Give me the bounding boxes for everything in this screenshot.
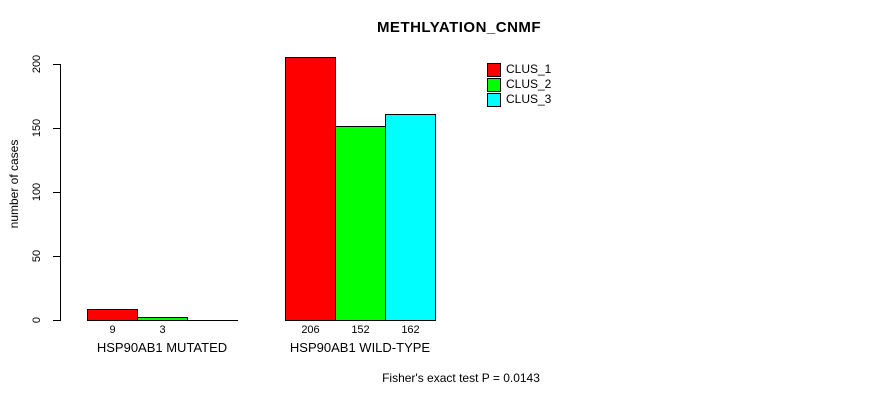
x-category-label: HSP90AB1 MUTATED bbox=[96, 340, 228, 355]
bar-value-label: 206 bbox=[301, 324, 320, 336]
y-tick-label: 0 bbox=[31, 316, 43, 324]
bar-clus_1 bbox=[285, 57, 336, 321]
footnote: Fisher's exact test P = 0.0143 bbox=[382, 371, 540, 385]
legend-row: CLUS_1 bbox=[487, 62, 551, 77]
bar-clus_2 bbox=[335, 126, 386, 321]
y-tick-label: 50 bbox=[31, 249, 43, 263]
y-tick-label: 200 bbox=[31, 54, 43, 74]
y-tick bbox=[53, 128, 61, 129]
bar-value-label: 3 bbox=[159, 324, 166, 336]
y-tick bbox=[53, 192, 61, 193]
bar-clus_2 bbox=[137, 317, 188, 321]
legend: CLUS_1 CLUS_2 CLUS_3 bbox=[487, 62, 551, 107]
legend-swatch-clus_1 bbox=[487, 62, 501, 77]
bar-value-label: 162 bbox=[401, 324, 420, 336]
bar-clus_3 bbox=[385, 114, 436, 321]
bar-clus_1 bbox=[87, 309, 138, 321]
y-tick bbox=[53, 64, 61, 65]
y-tick bbox=[53, 320, 61, 321]
legend-label: CLUS_2 bbox=[506, 77, 552, 91]
legend-swatch-clus_3 bbox=[487, 92, 501, 107]
y-tick-label: 100 bbox=[31, 182, 43, 202]
legend-label: CLUS_1 bbox=[506, 62, 552, 76]
legend-row: CLUS_2 bbox=[487, 77, 551, 92]
legend-swatch-clus_2 bbox=[487, 77, 501, 92]
chart-title: METHLYATION_CNMF bbox=[376, 19, 542, 36]
y-tick-label: 150 bbox=[31, 118, 43, 138]
legend-row: CLUS_3 bbox=[487, 92, 551, 107]
bar-value-label: 9 bbox=[109, 324, 116, 336]
bar-value-label: 152 bbox=[351, 324, 370, 336]
y-tick bbox=[53, 256, 61, 257]
x-category-label: HSP90AB1 WILD-TYPE bbox=[289, 340, 431, 355]
bar-clus_3 bbox=[187, 320, 238, 321]
legend-label: CLUS_3 bbox=[506, 92, 552, 106]
